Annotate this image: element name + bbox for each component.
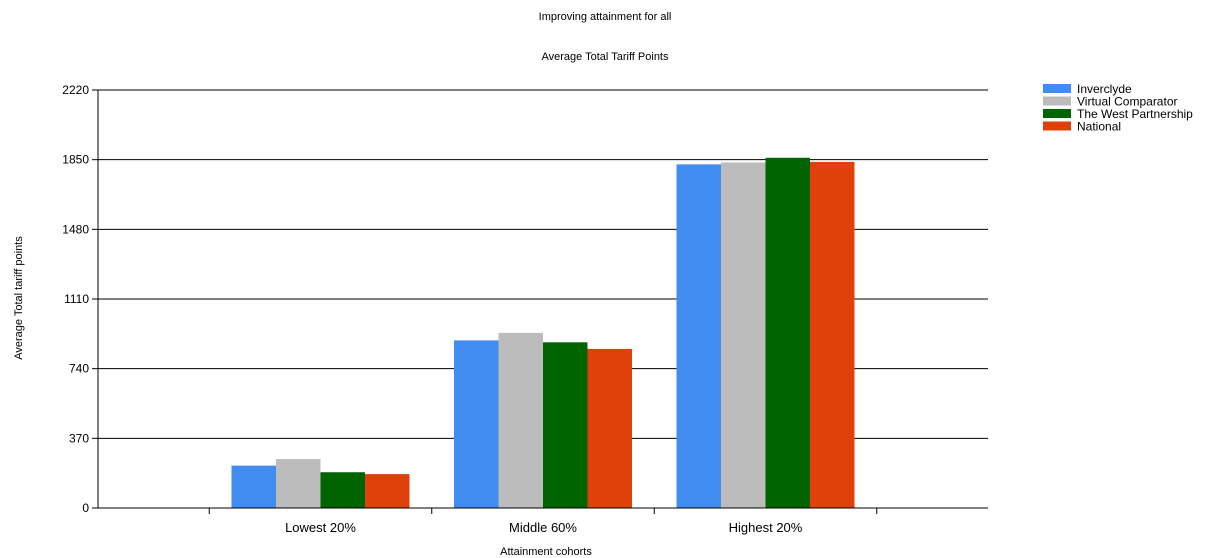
bar (543, 342, 588, 508)
bar (320, 472, 365, 508)
axes: 0 370 740 1110 1480 1850 2220 Lowest 20% Middle … (62, 83, 988, 535)
bar (810, 161, 855, 508)
chart-subtitle: Average Total Tariff Points (542, 51, 669, 63)
y-tick-label: 1110 (64, 292, 89, 306)
legend-label: National (1077, 120, 1121, 134)
legend-swatch (1043, 121, 1071, 131)
bar (587, 348, 632, 508)
x-tick-label: Highest 20% (729, 520, 803, 535)
chart-title: Improving attainment for all (539, 11, 672, 23)
x-axis-label: Attainment cohorts (500, 546, 592, 558)
legend-label: Inverclyde (1077, 82, 1132, 96)
bar (365, 474, 410, 508)
legend-label: Virtual Comparator (1077, 95, 1178, 109)
bar (498, 332, 543, 508)
legend-swatch (1043, 96, 1071, 106)
bar (276, 459, 321, 508)
bars (231, 157, 855, 508)
x-tick-label: Lowest 20% (285, 520, 356, 535)
y-tick-label: 740 (69, 362, 89, 376)
bar (765, 157, 810, 508)
y-tick-label: 0 (82, 501, 89, 515)
y-tick-label: 1480 (62, 222, 89, 236)
y-tick-label: 370 (69, 431, 89, 445)
bar (454, 340, 499, 508)
legend-swatch (1043, 109, 1071, 118)
legend-swatch (1043, 84, 1071, 93)
y-tick-label: 2220 (62, 83, 89, 97)
legend-label: The West Partnership (1077, 107, 1193, 121)
y-tick-label: 1850 (62, 153, 89, 167)
bar (676, 164, 721, 508)
bar (721, 162, 766, 508)
bar (231, 465, 276, 508)
y-axis-label: Average Total tariff points (13, 236, 25, 360)
x-tick-label: Middle 60% (509, 520, 577, 535)
